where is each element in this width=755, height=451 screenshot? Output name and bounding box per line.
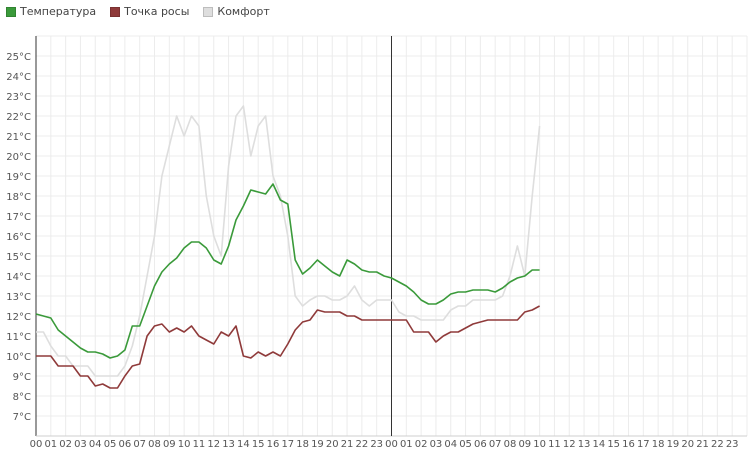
x-tick-label: 05 (459, 439, 472, 450)
x-tick-label: 17 (637, 439, 650, 450)
x-tick-label: 13 (222, 439, 235, 450)
x-tick-label: 23 (370, 439, 383, 450)
x-tick-label: 18 (652, 439, 665, 450)
x-tick-label: 05 (104, 439, 117, 450)
x-tick-label: 07 (489, 439, 502, 450)
x-tick-label: 08 (504, 439, 517, 450)
x-tick-label: 15 (252, 439, 265, 450)
y-tick-labels: 7°C 8°C 9°C 10°C 11°C 12°C 13°C 14°C 15°C 16°C 17°… (6, 52, 31, 423)
x-tick-label: 19 (311, 439, 324, 450)
x-tick-label: 12 (563, 439, 576, 450)
x-tick-label: 02 (415, 439, 428, 450)
legend-item-temperature[interactable]: Температура (6, 4, 96, 20)
x-tick-label: 22 (356, 439, 369, 450)
y-tick-label: 8°C (13, 392, 31, 403)
y-tick-label: 16°C (6, 232, 31, 243)
chart-legend: Температура Точка росы Комфорт (6, 4, 270, 20)
x-tick-label: 16 (267, 439, 280, 450)
comfort-line (36, 105, 541, 377)
temperature-swatch-icon (6, 7, 16, 17)
comfort-swatch-icon (203, 7, 214, 17)
y-tick-label: 17°C (6, 212, 31, 223)
series-lines (35, 105, 541, 389)
y-tick-label: 10°C (6, 352, 31, 363)
y-tick-label: 25°C (6, 52, 31, 63)
x-tick-labels: 00 01 02 03 04 05 06 07 08 09 10 11 12 13 14 15 16 17 18 19… (30, 439, 739, 450)
x-tick-label: 10 (178, 439, 191, 450)
x-tick-label: 08 (148, 439, 161, 450)
x-tick-label: 04 (89, 439, 102, 450)
dewpoint-line (36, 305, 540, 389)
y-tick-label: 21°C (6, 132, 31, 143)
y-tick-label: 22°C (6, 112, 31, 123)
dewpoint-swatch-icon (110, 7, 121, 17)
legend-label-dewpoint: Точка росы (124, 5, 190, 18)
x-tick-label: 20 (326, 439, 339, 450)
x-tick-label: 04 (444, 439, 457, 450)
y-tick-label: 23°C (6, 92, 31, 103)
x-tick-label: 21 (696, 439, 709, 450)
x-tick-label: 10 (533, 439, 546, 450)
x-tick-label: 00 (30, 439, 43, 450)
x-tick-label: 16 (622, 439, 635, 450)
x-tick-label: 20 (681, 439, 694, 450)
y-tick-label: 9°C (13, 372, 31, 383)
x-tick-label: 13 (578, 439, 591, 450)
legend-label-comfort: Комфорт (217, 5, 270, 18)
x-tick-label: 21 (341, 439, 354, 450)
x-tick-label: 09 (518, 439, 531, 450)
x-tick-label: 12 (207, 439, 220, 450)
legend-label-temperature: Температура (20, 5, 97, 18)
x-tick-label: 22 (711, 439, 724, 450)
y-tick-label: 7°C (13, 412, 31, 423)
y-tick-label: 18°C (6, 192, 31, 203)
y-tick-label: 11°C (6, 332, 31, 343)
legend-item-dewpoint[interactable]: Точка росы (110, 4, 189, 20)
x-tick-label: 15 (607, 439, 620, 450)
y-tick-label: 20°C (6, 152, 31, 163)
x-tick-label: 11 (548, 439, 561, 450)
x-tick-label: 03 (430, 439, 443, 450)
x-tick-label: 14 (593, 439, 606, 450)
x-tick-label: 09 (163, 439, 176, 450)
x-tick-label: 18 (296, 439, 309, 450)
x-tick-label: 23 (726, 439, 739, 450)
legend-item-comfort[interactable]: Комфорт (203, 4, 270, 20)
x-tick-label: 01 (400, 439, 413, 450)
x-tick-label: 19 (667, 439, 680, 450)
y-tick-label: 12°C (6, 312, 31, 323)
x-tick-label: 01 (44, 439, 57, 450)
x-tick-label: 06 (474, 439, 487, 450)
x-tick-label: 07 (133, 439, 146, 450)
x-tick-label: 17 (281, 439, 294, 450)
y-tick-label: 15°C (6, 252, 31, 263)
x-tick-label: 06 (119, 439, 132, 450)
y-tick-label: 14°C (6, 272, 31, 283)
axes (35, 36, 747, 437)
y-tick-label: 13°C (6, 292, 31, 303)
y-tick-label: 19°C (6, 172, 31, 183)
x-tick-label: 02 (59, 439, 72, 450)
x-tick-label: 03 (74, 439, 87, 450)
temperature-line (35, 183, 540, 359)
y-tick-label: 24°C (6, 72, 31, 83)
x-tick-label: 11 (193, 439, 206, 450)
x-tick-label: 00 (385, 439, 398, 450)
x-tick-label: 14 (237, 439, 250, 450)
